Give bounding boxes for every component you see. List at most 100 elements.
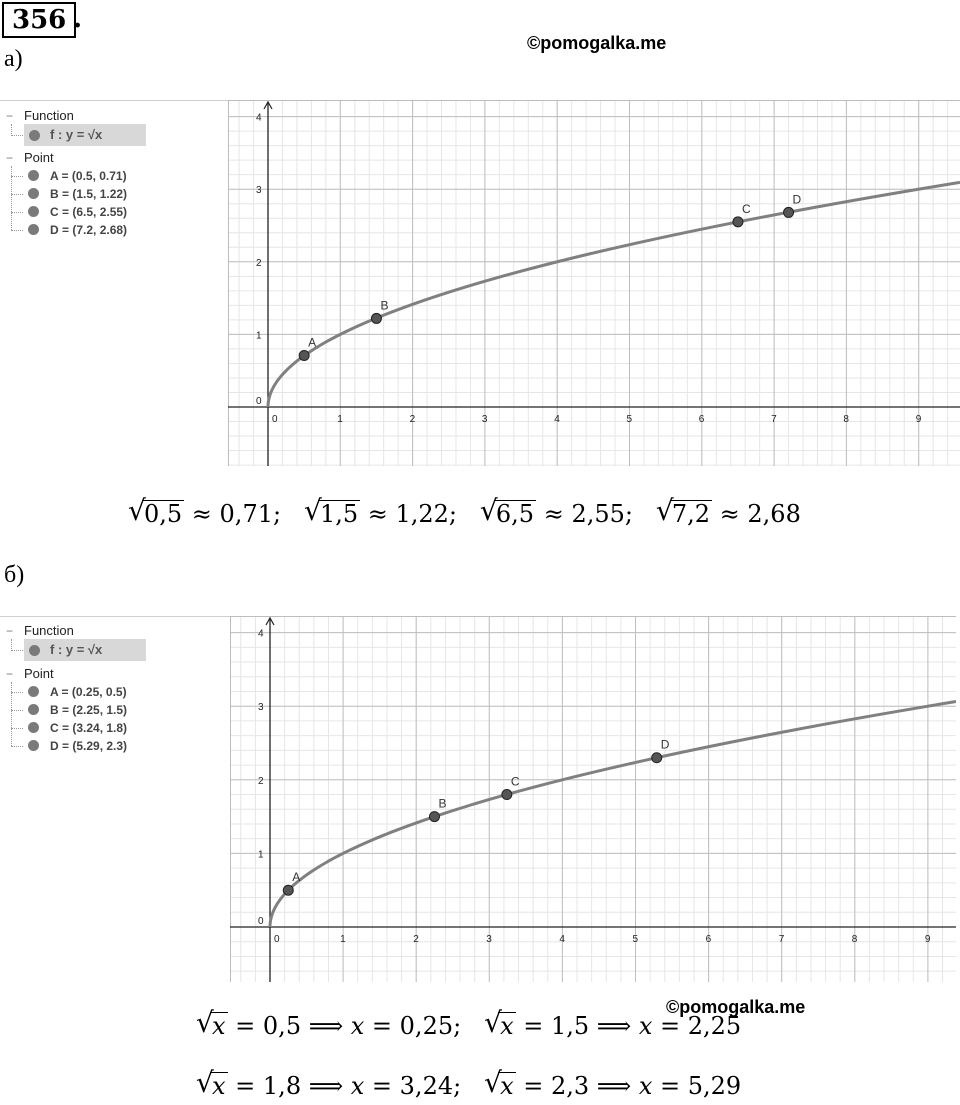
point-category-label: Point	[24, 150, 54, 165]
visibility-dot-icon[interactable]	[28, 206, 39, 217]
point-c	[732, 216, 744, 228]
part-a-label: а)	[4, 46, 23, 72]
point-text: B = (2.25, 1.5)	[50, 703, 128, 717]
sqrt-expression: √ 1,5	[303, 494, 361, 528]
y-tick-label: 2	[256, 258, 262, 269]
point-text: D = (5.29, 2.3)	[50, 739, 128, 753]
point-label: D	[793, 192, 802, 206]
visibility-dot-icon[interactable]	[28, 686, 39, 697]
visibility-dot-icon[interactable]	[28, 170, 39, 181]
collapse-icon[interactable]: −	[6, 667, 14, 681]
y-tick-label: 0	[258, 916, 264, 927]
y-tick-label: 4	[256, 113, 262, 124]
x-tick-label: 2	[410, 414, 416, 425]
point-a	[282, 884, 294, 896]
x-tick-label: 3	[486, 934, 492, 945]
point-label: C	[742, 202, 751, 216]
point-text: A = (0.25, 0.5)	[50, 685, 127, 699]
part-b-label: б)	[4, 562, 25, 588]
visibility-dot-icon[interactable]	[28, 722, 39, 733]
math-line-a1: √ 0,5 ≈ 0,71; √ 1,5 ≈ 1,22; √ 6,5 ≈ 2,55; √…	[128, 494, 801, 529]
x-tick-label: 7	[779, 934, 785, 945]
point-text: D = (7.2, 2.68)	[50, 223, 128, 237]
x-tick-label: 7	[771, 414, 777, 425]
point-label: B	[380, 298, 388, 312]
point-d	[783, 206, 795, 218]
algebra-panel-a: − Function f : y = √x − Point A = (0.5, …	[0, 100, 228, 250]
point-category-label: Point	[24, 666, 54, 681]
x-tick-label: 9	[916, 414, 922, 425]
problem-number: 356	[2, 2, 77, 38]
x-tick-label: 6	[699, 414, 705, 425]
x-tick-label: 8	[852, 934, 858, 945]
point-text: C = (3.24, 1.8)	[50, 721, 128, 735]
math-line-b2: √ x = 1,8 ⟹ x = 3,24; √ x = 2,3 ⟹ x = 5,29	[196, 1066, 742, 1101]
y-tick-label: 3	[256, 185, 262, 196]
function-row-b[interactable]: f : y = √x	[24, 639, 146, 661]
point-text: C = (6.5, 2.55)	[50, 205, 128, 219]
point-text: A = (0.5, 0.71)	[50, 169, 127, 183]
point-label: D	[661, 738, 670, 752]
y-axis-arrow	[265, 616, 275, 626]
collapse-icon[interactable]: −	[6, 151, 14, 165]
y-tick-label: 2	[258, 776, 264, 787]
visibility-dot-icon[interactable]	[28, 704, 39, 715]
y-axis-arrow	[263, 100, 273, 110]
point-text: B = (1.5, 1.22)	[50, 187, 128, 201]
x-tick-label: 1	[340, 934, 346, 945]
sqrt-expression: √ 6,5	[479, 494, 537, 528]
x-tick-label: 4	[559, 934, 565, 945]
point-a	[298, 349, 310, 361]
problem-number-dot: .	[73, 4, 83, 34]
sqrt-expression: √ x	[484, 1066, 516, 1100]
point-label: A	[308, 335, 316, 349]
y-tick-label: 4	[258, 629, 264, 640]
graph-view-a[interactable]: 0 1 2 3 4 5 6 7 8 9 0 1 2 3 4 A B C D	[228, 100, 960, 466]
point-b	[370, 312, 382, 324]
y-tick-label: 1	[256, 330, 262, 341]
visibility-dot-icon[interactable]	[29, 130, 40, 141]
visibility-dot-icon[interactable]	[28, 188, 39, 199]
function-definition: f : y = √x	[50, 642, 103, 657]
y-tick-label: 0	[256, 396, 262, 407]
x-tick-label: 4	[554, 414, 560, 425]
algebra-panel-b: − Function f : y = √x − Point A = (0.25,…	[0, 616, 230, 766]
function-definition: f : y = √x	[50, 127, 103, 142]
graph-background	[228, 100, 960, 466]
x-tick-label: 9	[925, 934, 931, 945]
x-tick-label: 1	[337, 414, 343, 425]
collapse-icon[interactable]: −	[6, 109, 14, 123]
point-b	[428, 811, 440, 823]
function-row-a[interactable]: f : y = √x	[24, 124, 146, 146]
sqrt-expression: √ 0,5	[128, 494, 185, 528]
x-tick-label: 2	[413, 934, 419, 945]
function-category-label: Function	[24, 108, 74, 123]
collapse-icon[interactable]: −	[6, 624, 14, 638]
visibility-dot-icon[interactable]	[29, 645, 40, 656]
math-line-b1: √ x = 0,5 ⟹ x = 0,25; √ x = 1,5 ⟹ x = 2,25	[196, 1006, 742, 1041]
x-tick-label: 5	[627, 414, 633, 425]
sqrt-expression: √ 7,2	[655, 494, 713, 528]
sqrt-expression: √ x	[196, 1066, 228, 1100]
x-tick-label: 0	[274, 934, 280, 945]
point-d	[651, 752, 663, 764]
x-tick-label: 3	[482, 414, 488, 425]
graph-view-b[interactable]: 0 1 2 3 4 5 6 7 8 9 0 1 2 3 4 A B C D	[230, 616, 956, 982]
point-label: C	[511, 775, 520, 789]
sqrt-expression: √ x	[484, 1006, 516, 1040]
y-tick-label: 1	[258, 849, 264, 860]
x-tick-label: 8	[843, 414, 849, 425]
x-tick-label: 6	[706, 934, 712, 945]
function-category-label: Function	[24, 623, 74, 638]
function-curve	[266, 180, 960, 407]
x-tick-label: 0	[272, 414, 278, 425]
visibility-dot-icon[interactable]	[28, 224, 39, 235]
x-tick-label: 5	[633, 934, 639, 945]
point-c	[501, 789, 513, 801]
y-tick-label: 3	[258, 702, 264, 713]
visibility-dot-icon[interactable]	[28, 740, 39, 751]
point-label: B	[438, 797, 446, 811]
watermark-bottom: ©pomogalka.me	[666, 997, 806, 1017]
watermark-top: ©pomogalka.me	[527, 33, 667, 53]
sqrt-expression: √ x	[196, 1006, 228, 1040]
